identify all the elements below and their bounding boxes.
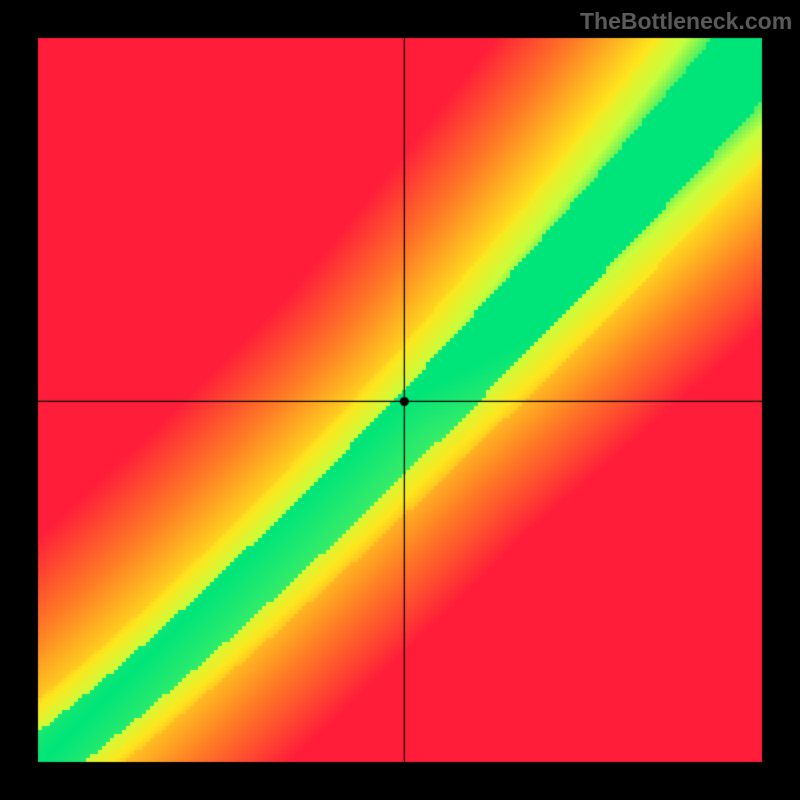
- bottleneck-heatmap: [0, 0, 800, 800]
- watermark-text: TheBottleneck.com: [580, 8, 792, 35]
- chart-container: { "chart": { "type": "heatmap", "canvas_…: [0, 0, 800, 800]
